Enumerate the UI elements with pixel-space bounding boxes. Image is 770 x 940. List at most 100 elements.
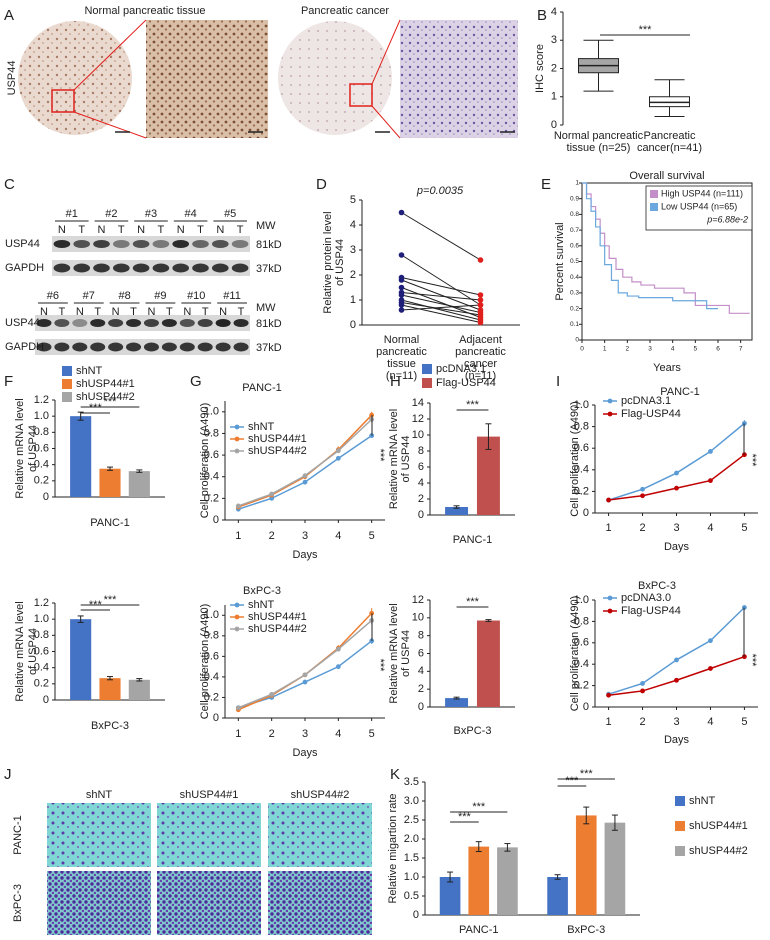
legend-swatch [675, 846, 685, 856]
x-tick-label: 2 [639, 522, 645, 534]
protein-label: GAPDH [5, 341, 44, 353]
blot-band [36, 319, 52, 327]
y-tick-label: 0.2 [570, 305, 579, 312]
lane-label: T [202, 306, 209, 318]
bar [70, 416, 92, 497]
blot-band [126, 319, 142, 327]
y-tick-label: 14 [412, 397, 424, 409]
y-tick-label: 0.6 [574, 442, 589, 454]
panel-label: J [4, 766, 12, 783]
blot-band [231, 263, 249, 273]
y-tick-label: 4 [551, 6, 557, 18]
y-axis-title: Relative mRNA level [14, 601, 26, 701]
legend-label: pcDNA3.1 [621, 395, 671, 407]
chart-title: Overall survival [629, 170, 704, 182]
y-tick-label: 0 [213, 514, 219, 526]
mw-header: MW [256, 220, 276, 232]
blot-band [231, 240, 249, 248]
sample-label: #7 [83, 290, 95, 302]
x-tick-label: 4 [335, 530, 341, 542]
x-tick-label: 5 [369, 530, 375, 542]
point [640, 486, 645, 492]
lane-label: N [177, 224, 185, 236]
category-label: tissue (n=25) [567, 142, 631, 154]
blot-band [197, 342, 213, 352]
y-tick-label: 0.1 [570, 321, 579, 328]
blot-band [161, 342, 177, 352]
legend-label: shNT [76, 365, 103, 377]
y-tick-label: 3 [551, 34, 557, 46]
point [477, 297, 484, 303]
blot-band [112, 263, 130, 273]
y-tick-label: 0.4 [34, 459, 49, 471]
y-tick-label: 1.0 [574, 594, 589, 606]
blot-band [108, 342, 124, 352]
panel-label: I [556, 373, 560, 390]
y-tick-label: 0 [551, 119, 557, 131]
blot-band [53, 263, 71, 273]
x-tick-label: 1 [603, 346, 607, 353]
blot-band [93, 240, 110, 248]
mw-label: 81kD [256, 239, 282, 251]
legend-marker [234, 448, 240, 454]
y-axis-title: Relative mRNA level [388, 603, 400, 703]
chart-title: BxPC-3 [243, 585, 281, 597]
transwell-image [157, 803, 261, 867]
y-tick-label: 0.2 [204, 691, 219, 703]
significance: *** [374, 659, 386, 673]
lane-label: T [237, 224, 244, 236]
blot-band [211, 263, 229, 273]
lane-label: N [147, 306, 155, 318]
lane-label: N [40, 306, 48, 318]
y-tick-label: 2 [418, 683, 424, 695]
blot-band [233, 319, 249, 327]
y-tick-label: 1 [551, 91, 557, 103]
y-axis-title: Relative mRNA level [388, 409, 400, 509]
sample-label: #6 [47, 290, 59, 302]
y-tick-label: 0 [350, 319, 356, 331]
blot-band [143, 319, 159, 327]
point [398, 307, 405, 313]
legend-marker [234, 436, 240, 442]
bar [439, 877, 461, 915]
x-tick-label: 3 [302, 530, 308, 542]
significance: *** [639, 24, 653, 36]
y-tick-label: 1.5 [404, 852, 419, 864]
sample-label: #2 [105, 208, 117, 220]
point [398, 302, 405, 308]
significance: *** [374, 449, 386, 463]
y-tick-label: 1.0 [574, 399, 589, 411]
x-tick-label: 2 [626, 346, 630, 353]
y-tick-label: 5 [350, 194, 356, 206]
category-label: Normal pancreatic [554, 130, 644, 142]
y-tick-label: 1.0 [34, 410, 49, 422]
x-tick-label: 3 [302, 728, 308, 740]
blot-band [108, 319, 124, 327]
x-tick-label: 3 [673, 522, 679, 534]
category-label: PANC-1 [459, 924, 499, 936]
category-label: BxPC-3 [567, 924, 605, 936]
point [640, 681, 645, 686]
x-axis-title: Years [653, 362, 681, 374]
point [477, 292, 484, 298]
bar [99, 678, 121, 700]
panel-label: H [390, 373, 401, 390]
x-tick-label: 7 [739, 346, 743, 353]
y-tick-label: 0.5 [570, 258, 579, 265]
lane-label: T [166, 306, 173, 318]
y-tick-label: 12 [412, 594, 424, 606]
y-tick-label: 3.0 [404, 795, 419, 807]
y-tick-label: 0.8 [204, 630, 219, 642]
y-tick-label: 6 [418, 461, 424, 473]
y-tick-label: 0.7 [570, 227, 579, 234]
y-tick-label: 0.6 [34, 645, 49, 657]
y-tick-label: 1.2 [34, 394, 49, 406]
x-tick-label: 1 [606, 716, 612, 728]
mw-label: 81kD [256, 318, 282, 330]
legend-marker [234, 626, 240, 632]
blot-band [143, 342, 159, 352]
tissue-core [18, 21, 132, 135]
legend-label: Flag-USP44 [621, 408, 681, 420]
zoom-box [51, 89, 75, 113]
legend-marker [234, 614, 240, 620]
